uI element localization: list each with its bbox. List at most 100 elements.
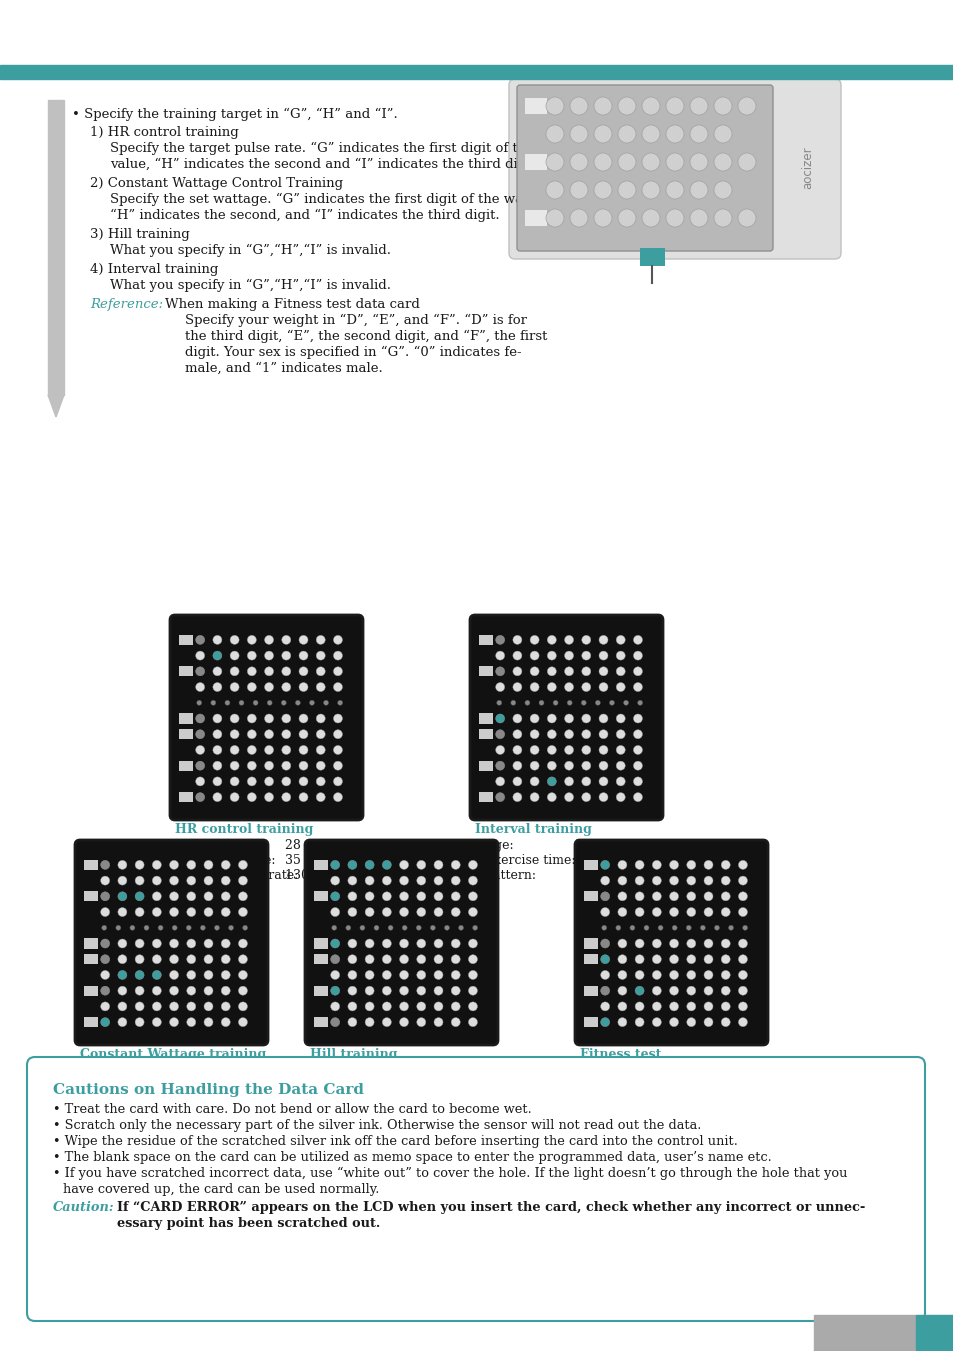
Circle shape [468, 986, 476, 996]
Circle shape [230, 730, 239, 739]
Circle shape [204, 939, 213, 948]
Circle shape [101, 986, 110, 996]
Circle shape [720, 861, 729, 869]
Circle shape [315, 746, 325, 754]
Circle shape [686, 955, 695, 963]
Circle shape [600, 955, 609, 963]
Circle shape [553, 700, 558, 705]
Circle shape [600, 892, 609, 901]
Circle shape [434, 1002, 442, 1011]
Circle shape [635, 875, 643, 885]
Text: Exercise time:: Exercise time: [85, 1079, 175, 1092]
Circle shape [170, 1017, 178, 1027]
Circle shape [530, 682, 538, 692]
Circle shape [315, 667, 325, 676]
Circle shape [567, 700, 572, 705]
Circle shape [187, 1002, 195, 1011]
Circle shape [652, 955, 660, 963]
Circle shape [118, 861, 127, 869]
Bar [0, 65, 953, 78]
Circle shape [211, 700, 215, 705]
Circle shape [348, 861, 356, 869]
Circle shape [365, 908, 374, 916]
Circle shape [545, 153, 563, 172]
Circle shape [382, 892, 391, 901]
Circle shape [247, 730, 256, 739]
Circle shape [187, 908, 195, 916]
Circle shape [689, 181, 707, 199]
Circle shape [496, 777, 504, 786]
Circle shape [594, 181, 612, 199]
Bar [179, 666, 193, 677]
Circle shape [633, 713, 641, 723]
Circle shape [331, 892, 339, 901]
Circle shape [334, 635, 342, 644]
Circle shape [641, 97, 659, 115]
Circle shape [703, 955, 712, 963]
Circle shape [530, 713, 538, 723]
Circle shape [416, 939, 425, 948]
Circle shape [513, 667, 521, 676]
Bar [84, 1017, 98, 1027]
Circle shape [309, 700, 314, 705]
Circle shape [264, 730, 274, 739]
Circle shape [382, 908, 391, 916]
Circle shape [230, 761, 239, 770]
Circle shape [513, 746, 521, 754]
Text: Age:: Age: [85, 1065, 113, 1077]
Circle shape [170, 986, 178, 996]
Circle shape [686, 1017, 695, 1027]
Circle shape [170, 939, 178, 948]
Circle shape [635, 1017, 643, 1027]
Circle shape [600, 986, 609, 996]
Circle shape [652, 908, 660, 916]
Circle shape [686, 1002, 695, 1011]
Text: • Specify the training target in “G”, “H” and “I”.: • Specify the training target in “G”, “H… [71, 108, 397, 122]
Circle shape [738, 1017, 746, 1027]
Bar [314, 892, 328, 901]
Text: • Wipe the residue of the scratched silver ink off the card before inserting the: • Wipe the residue of the scratched silv… [53, 1135, 737, 1148]
Circle shape [598, 713, 607, 723]
Circle shape [334, 777, 342, 786]
Circle shape [451, 939, 459, 948]
Circle shape [213, 793, 222, 801]
Circle shape [281, 700, 286, 705]
Circle shape [247, 635, 256, 644]
Circle shape [298, 682, 308, 692]
Circle shape [564, 682, 573, 692]
Circle shape [738, 939, 746, 948]
Text: Fitness test: Fitness test [579, 1048, 660, 1061]
Circle shape [530, 746, 538, 754]
Circle shape [598, 761, 607, 770]
Circle shape [703, 970, 712, 979]
Circle shape [213, 761, 222, 770]
Circle shape [547, 682, 556, 692]
Circle shape [635, 970, 643, 979]
Circle shape [451, 970, 459, 979]
Circle shape [629, 925, 635, 931]
Circle shape [195, 746, 205, 754]
Circle shape [204, 908, 213, 916]
Circle shape [496, 682, 504, 692]
Circle shape [600, 970, 609, 979]
Circle shape [738, 861, 746, 869]
Circle shape [152, 908, 161, 916]
Circle shape [195, 651, 205, 661]
Circle shape [689, 209, 707, 227]
Circle shape [547, 793, 556, 801]
Circle shape [331, 955, 339, 963]
Text: Exercise time:: Exercise time: [185, 854, 275, 867]
Circle shape [101, 955, 110, 963]
Circle shape [195, 713, 205, 723]
Circle shape [569, 209, 587, 227]
Circle shape [720, 970, 729, 979]
Circle shape [434, 875, 442, 885]
Circle shape [118, 939, 127, 948]
Circle shape [618, 1002, 626, 1011]
Circle shape [118, 892, 127, 901]
Circle shape [152, 1017, 161, 1027]
Circle shape [298, 793, 308, 801]
Circle shape [720, 892, 729, 901]
Circle shape [247, 746, 256, 754]
Polygon shape [48, 394, 64, 417]
